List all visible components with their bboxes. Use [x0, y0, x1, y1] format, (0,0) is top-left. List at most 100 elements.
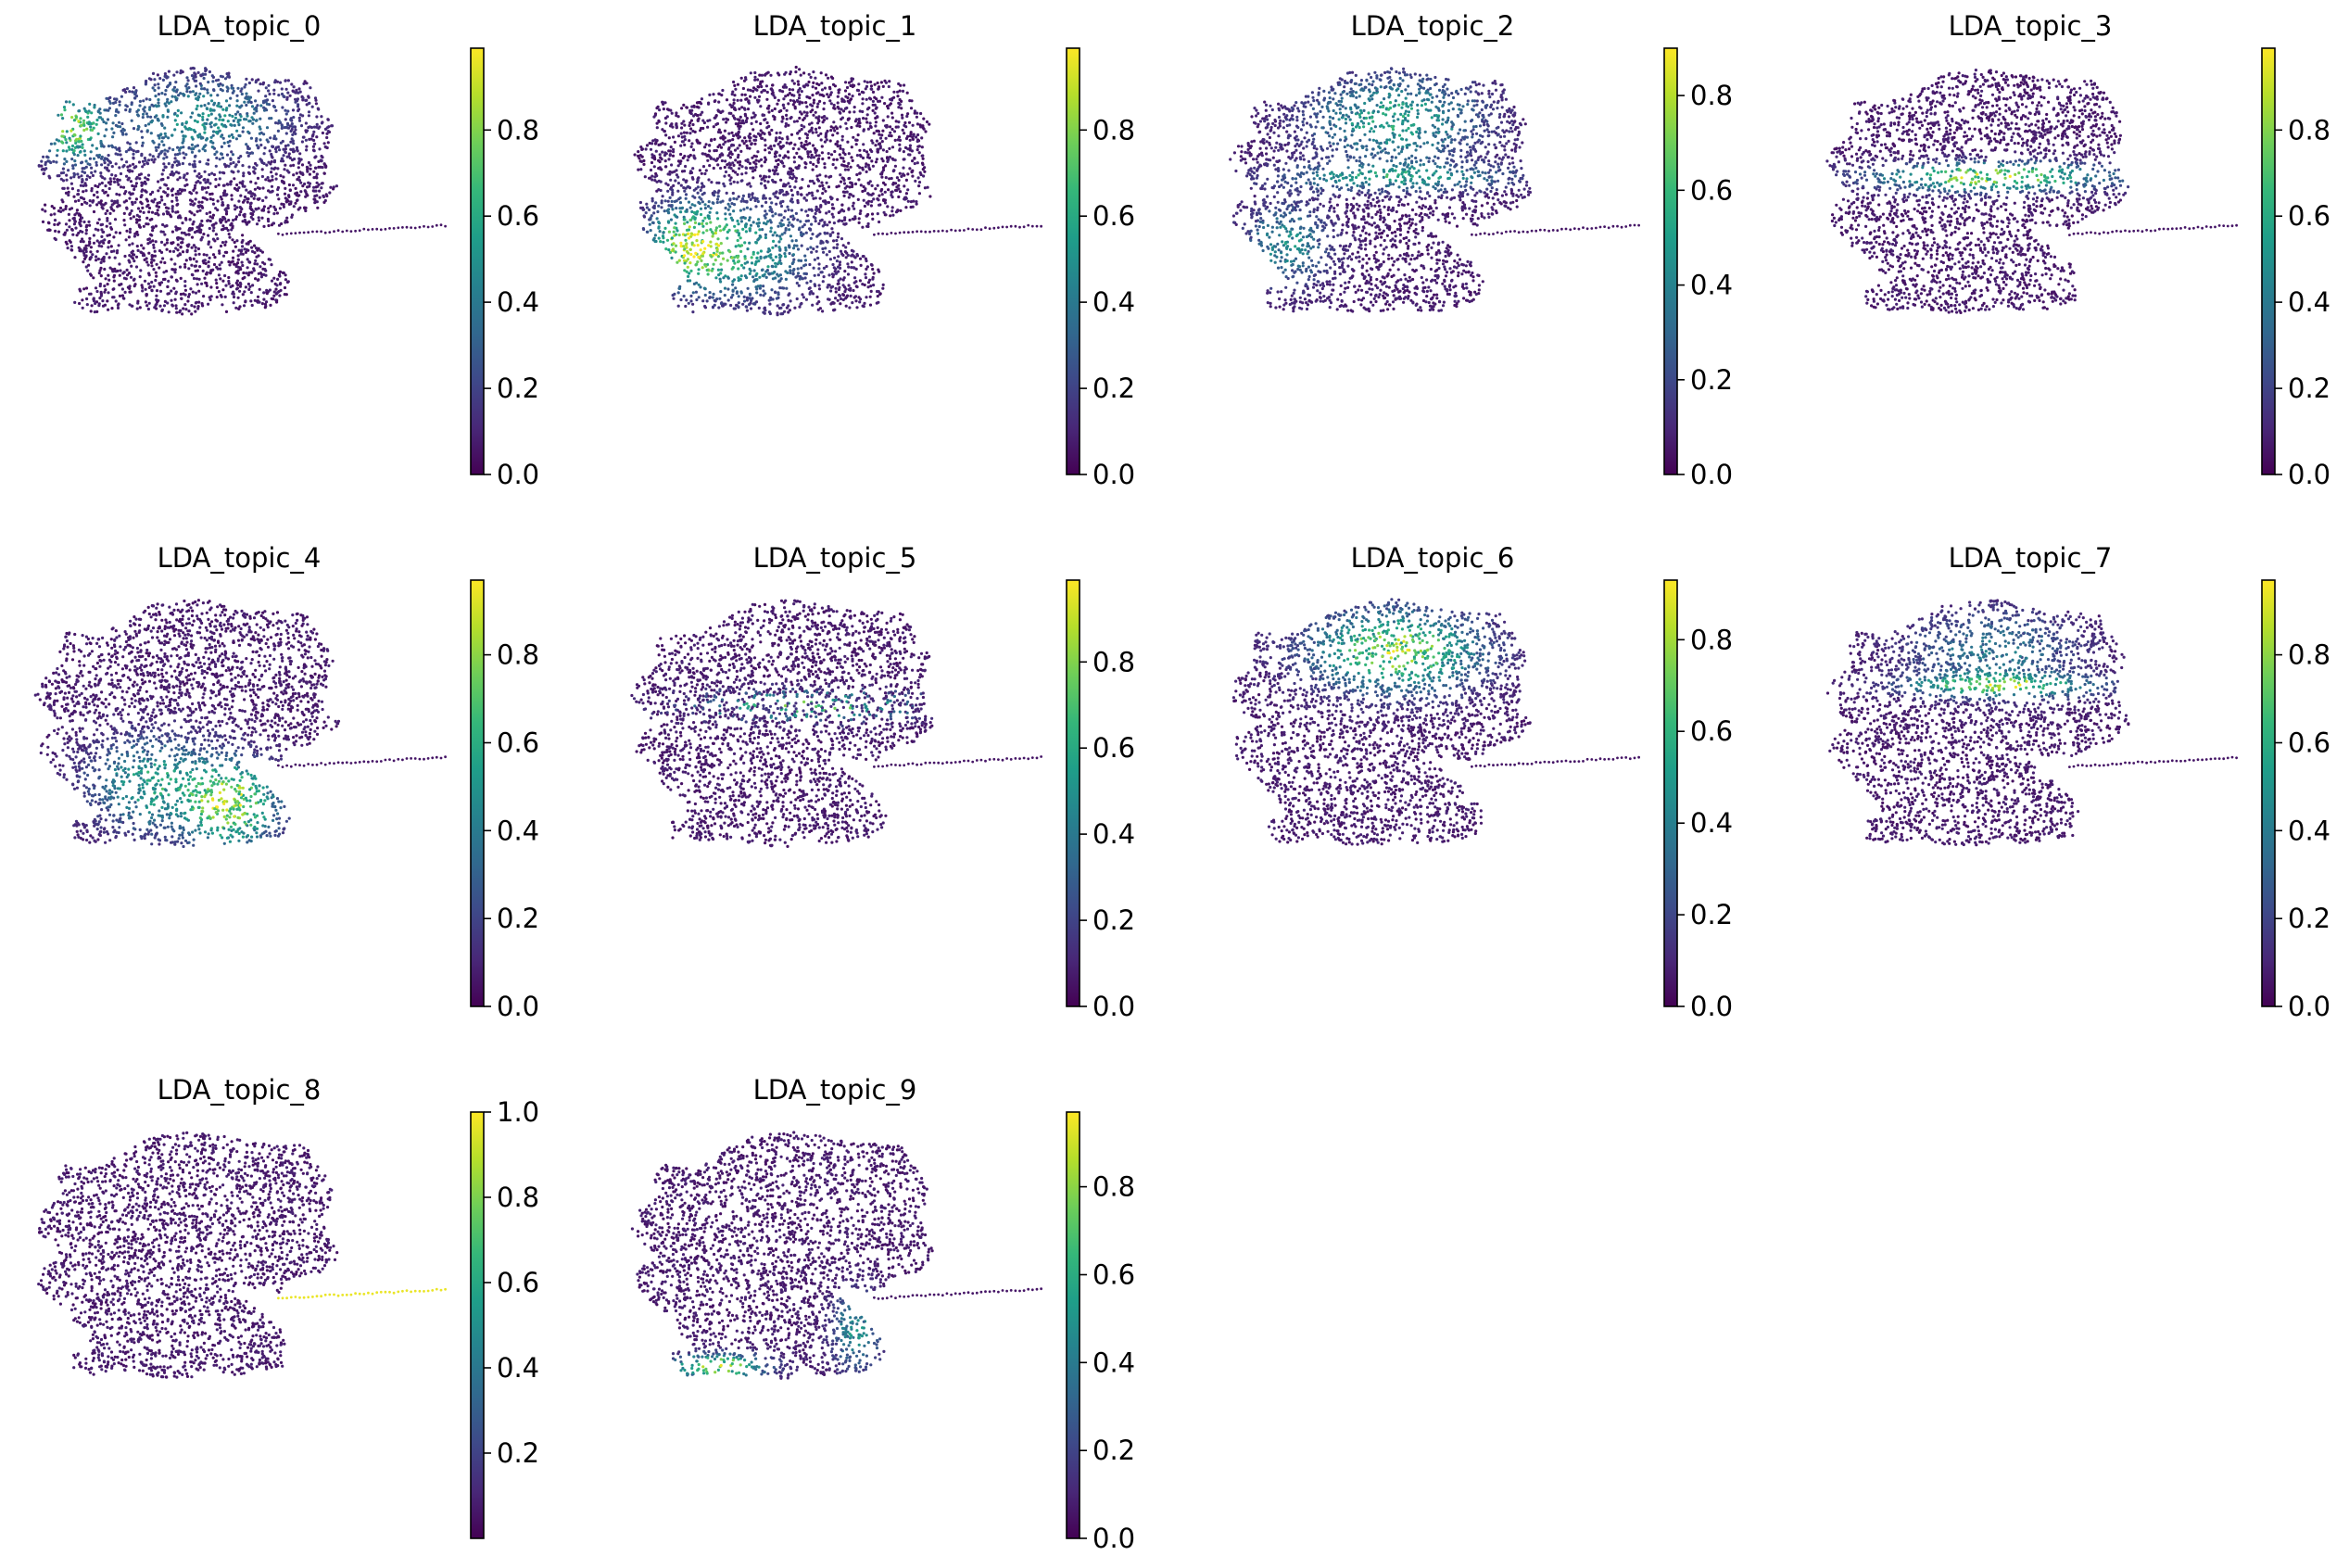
scatter-point	[722, 118, 725, 120]
scatter-point	[791, 80, 794, 82]
scatter-point	[850, 254, 852, 257]
scatter-point	[423, 225, 425, 228]
scatter-point	[147, 158, 150, 161]
scatter-point	[874, 83, 877, 86]
scatter-point	[313, 126, 316, 129]
scatter-point	[195, 270, 197, 272]
scatter-point	[753, 96, 756, 99]
scatter-point	[742, 266, 745, 269]
scatter-point	[154, 158, 157, 160]
scatter-point	[839, 263, 841, 266]
scatter-point	[246, 151, 248, 154]
scatter-point	[836, 198, 839, 201]
scatter-point	[194, 249, 196, 252]
scatter-point	[214, 117, 217, 120]
scatter-point	[826, 182, 828, 184]
scatter-point	[890, 194, 892, 196]
scatter-point	[205, 162, 208, 165]
scatter-point	[727, 298, 730, 301]
scatter-point	[200, 220, 203, 222]
scatter-point	[689, 127, 692, 130]
scatter-point	[165, 156, 168, 158]
scatter-point	[57, 149, 59, 152]
scatter-point	[196, 277, 198, 280]
scatter-point	[805, 106, 808, 108]
scatter-point	[826, 253, 828, 256]
scatter-point	[705, 229, 708, 232]
scatter-point	[255, 119, 258, 121]
scatter-point	[191, 111, 194, 114]
scatter-point	[195, 292, 197, 295]
scatter-point	[728, 229, 731, 232]
scatter-point	[254, 99, 257, 102]
scatter-point	[878, 195, 880, 197]
scatter-point	[864, 80, 866, 82]
scatter-point	[150, 261, 153, 264]
scatter-point	[285, 217, 288, 220]
scatter-point	[707, 272, 710, 275]
scatter-point	[700, 248, 702, 251]
scatter-point	[196, 191, 198, 194]
scatter-point	[163, 152, 166, 155]
scatter-point	[221, 197, 223, 200]
scatter-point	[128, 260, 131, 263]
scatter-point	[796, 191, 799, 194]
scatter-point	[135, 231, 138, 234]
scatter-point	[309, 173, 311, 176]
scatter-point	[315, 185, 318, 188]
scatter-point	[764, 307, 766, 310]
scatter-point	[865, 268, 867, 271]
scatter-point	[876, 140, 878, 143]
scatter-point	[308, 96, 310, 99]
scatter-point	[186, 299, 189, 302]
scatter-point	[107, 241, 110, 244]
scatter-point	[829, 233, 832, 235]
scatter-point	[142, 113, 145, 116]
scatter-point	[171, 231, 174, 234]
scatter-point	[43, 172, 45, 175]
scatter-point	[784, 247, 787, 249]
scatter-point	[115, 110, 118, 113]
scatter-point	[191, 144, 194, 146]
scatter-point	[99, 267, 102, 270]
scatter-point	[158, 143, 160, 145]
scatter-point	[175, 311, 178, 314]
scatter-point	[232, 291, 234, 294]
scatter-point	[740, 180, 743, 183]
scatter-point	[130, 256, 133, 259]
scatter-point	[82, 120, 85, 122]
scatter-point	[757, 133, 760, 135]
scatter-point	[817, 234, 820, 236]
scatter-point	[263, 152, 266, 155]
scatter-point	[190, 304, 193, 307]
scatter-point	[175, 199, 178, 202]
scatter-point	[888, 147, 890, 150]
scatter-point	[790, 239, 793, 242]
scatter-point	[305, 207, 308, 209]
scatter-point	[260, 159, 263, 162]
scatter-point	[843, 182, 846, 184]
scatter-point	[125, 277, 128, 280]
scatter-point	[164, 93, 167, 95]
scatter-point	[854, 299, 857, 302]
scatter-point	[232, 219, 234, 221]
scatter-point	[650, 178, 653, 181]
scatter-point	[183, 189, 186, 192]
scatter-point	[671, 191, 674, 194]
scatter-point	[659, 157, 662, 159]
scatter-point	[812, 247, 815, 250]
scatter-point	[272, 93, 275, 95]
scatter-point	[99, 202, 102, 205]
scatter-point	[743, 296, 746, 298]
scatter-point	[78, 302, 81, 305]
scatter-point	[764, 144, 766, 146]
scatter-point	[661, 151, 663, 154]
scatter-point	[843, 270, 846, 272]
scatter-point	[136, 214, 139, 217]
scatter-point	[795, 66, 798, 69]
scatter-point	[740, 274, 743, 277]
scatter-point	[670, 163, 673, 166]
scatter-point	[676, 216, 678, 219]
scatter-point	[880, 176, 883, 179]
scatter-point	[810, 290, 813, 293]
